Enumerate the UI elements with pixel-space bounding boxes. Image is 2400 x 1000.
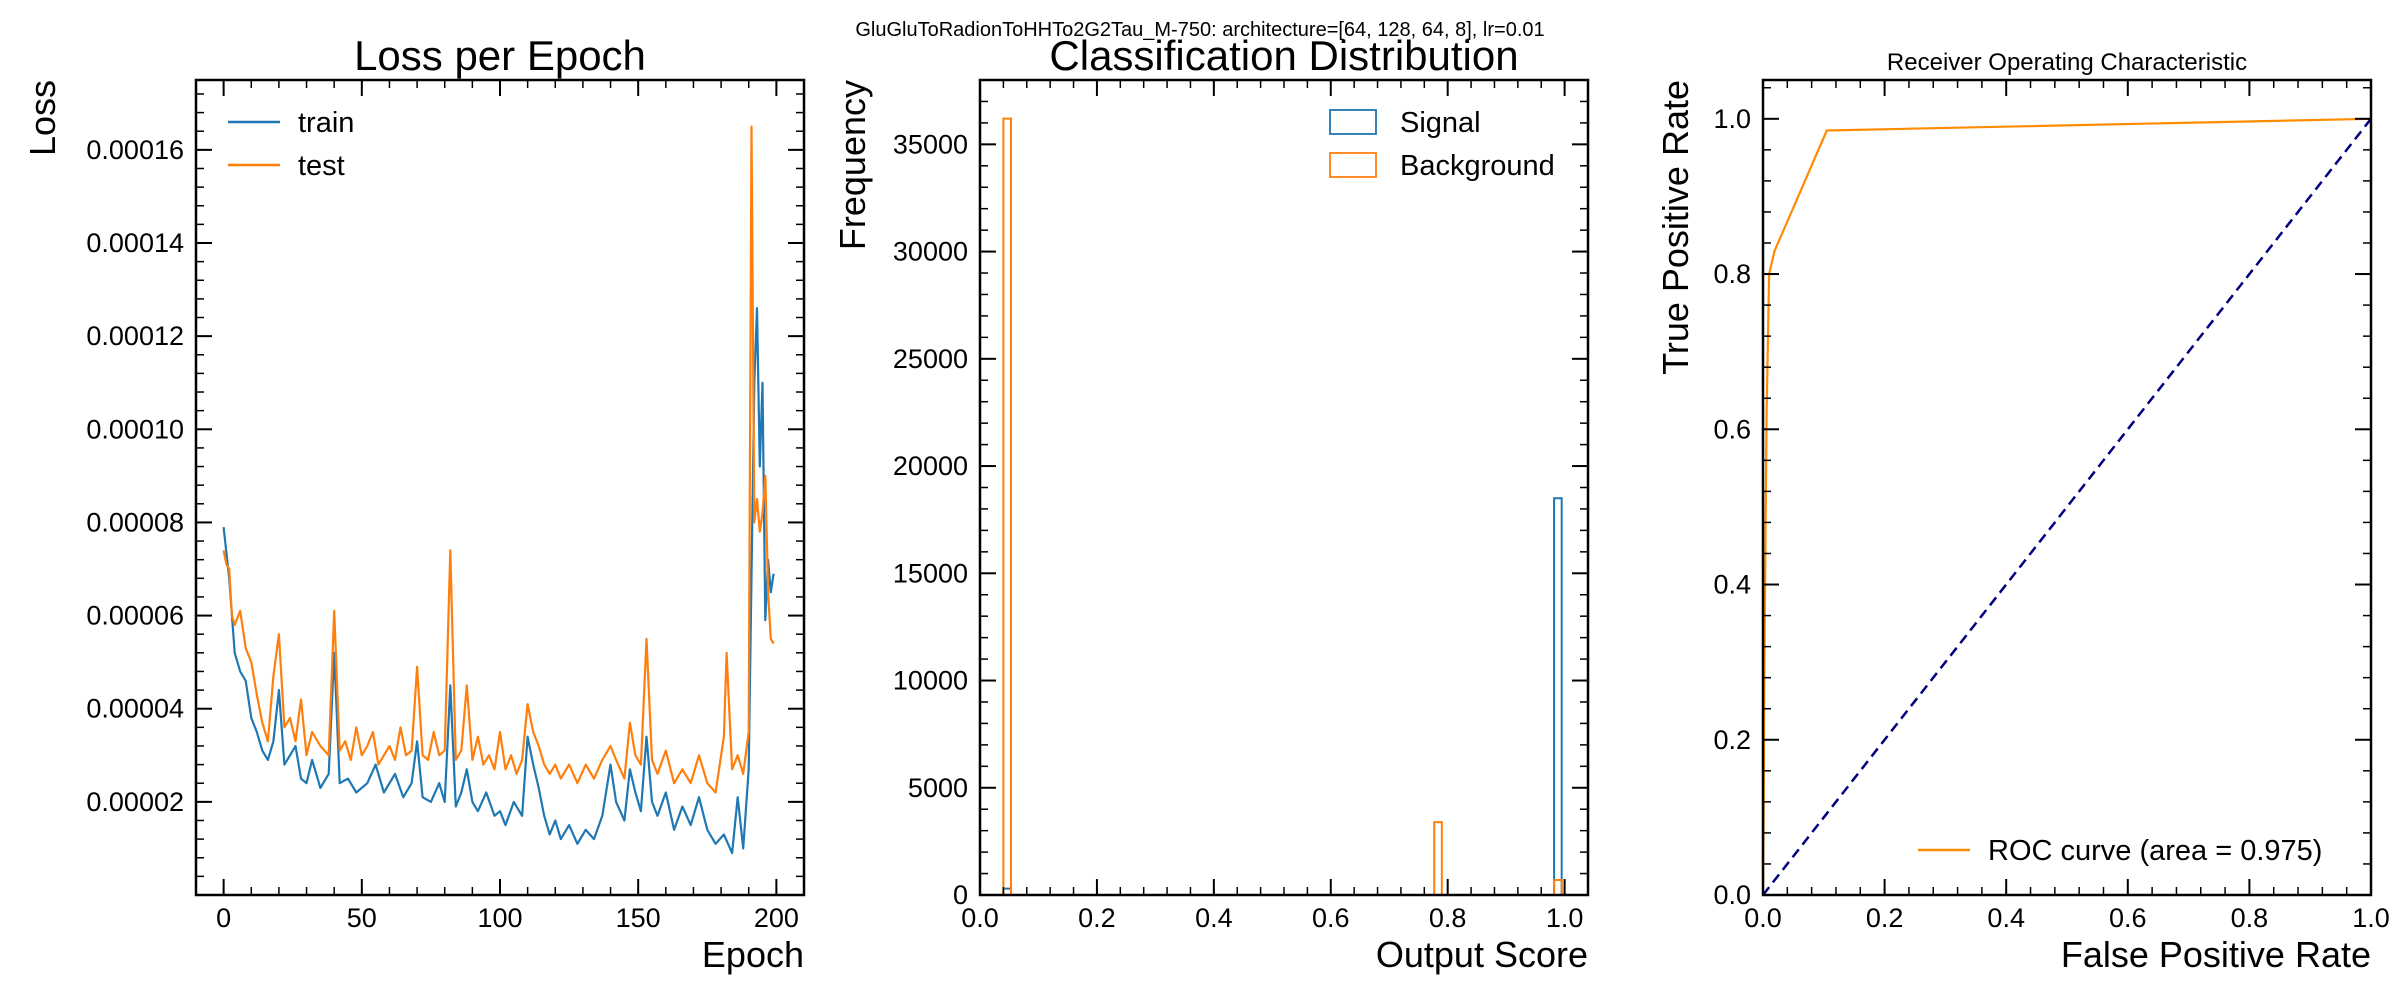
- x-axis-label: Output Score: [1376, 934, 1588, 975]
- axes-frame: [978, 78, 1590, 897]
- y-tick-label: 0.00014: [86, 228, 184, 258]
- legend: Signal Background: [1329, 107, 1555, 182]
- x-tick-label: 0: [216, 903, 231, 933]
- series-line-0: [222, 307, 775, 855]
- x-tick-label: 150: [616, 903, 661, 933]
- legend-label: ROC curve (area = 0.975): [1988, 835, 2322, 867]
- y-tick-label: 15000: [893, 558, 968, 588]
- y-tick-label: 35000: [893, 129, 968, 159]
- y-tick-label: 25000: [893, 344, 968, 374]
- y-tick-label: 5000: [908, 773, 968, 803]
- y-tick-label: 0.4: [1713, 570, 1751, 600]
- x-tick-label: 0.2: [1866, 903, 1904, 933]
- y-tick-label: 0.00006: [86, 601, 184, 631]
- x-axis-label: Epoch: [702, 934, 804, 975]
- legend-swatch: [1329, 109, 1377, 135]
- series-line-1: [222, 125, 775, 794]
- legend-label: train: [298, 107, 354, 139]
- chart-panel-2: 0.0 0.2 0.4 0.6 0.8 1.0 0 5000 10000 15000 20000 25…: [832, 32, 1590, 975]
- y-axis-label: True Positive Rate: [1655, 80, 1696, 375]
- y-tick-label: 0.00012: [86, 321, 184, 351]
- x-tick-label: 0.0: [1744, 903, 1782, 933]
- chart-title: Loss per Epoch: [354, 32, 646, 79]
- figure-suptitle: GluGluToRadionToHHTo2G2Tau_M-750: archit…: [855, 19, 1544, 41]
- axes-frame: [194, 78, 806, 897]
- y-tick-label: 20000: [893, 451, 968, 481]
- chart-panel-3: 0.0 0.2 0.4 0.6 0.8 1.0 0.0 0.2 0.4 0.6 0.8 1.0 Rece…: [1655, 49, 2390, 975]
- x-axis-label: False Positive Rate: [2061, 934, 2371, 975]
- legend-label: Signal: [1400, 107, 1481, 139]
- y-tick-label: 0: [953, 880, 968, 910]
- y-axis-label: Loss: [22, 80, 63, 156]
- legend: train test: [228, 107, 354, 182]
- y-axis-label: Frequency: [832, 80, 873, 250]
- hist-bar-background-2: [1553, 878, 1563, 895]
- plot-area: [222, 125, 775, 855]
- legend-swatch: [1329, 152, 1377, 178]
- plot-area: [1763, 117, 2371, 895]
- x-tick-label: 0.0: [961, 903, 999, 933]
- chart-panel-1: 0 50 100 150 200 0.00002 0.00004 0.00006 0.00008…: [22, 32, 806, 975]
- y-tick-label: 10000: [893, 666, 968, 696]
- x-tick-label: 50: [347, 903, 377, 933]
- y-tick-label: 30000: [893, 237, 968, 267]
- chance-line: [1763, 118, 2371, 895]
- chart-title: Classification Distribution: [1049, 32, 1518, 79]
- plot-area: [1002, 117, 1563, 895]
- legend: ROC curve (area = 0.975): [1918, 835, 2322, 867]
- legend-label: test: [298, 150, 345, 182]
- x-tick-label: 0.2: [1078, 903, 1116, 933]
- hist-bar-background-1: [1433, 821, 1443, 895]
- x-tick-label: 0.8: [1429, 903, 1467, 933]
- x-tick-label: 0.6: [1312, 903, 1350, 933]
- y-tick-label: 0.8: [1713, 259, 1751, 289]
- x-tick-label: 1.0: [2352, 903, 2390, 933]
- hist-bar-background-0: [1002, 117, 1012, 895]
- y-tick-label: 0.00016: [86, 135, 184, 165]
- panels: 0 50 100 150 200 0.00002 0.00004 0.00006 0.00008…: [22, 32, 2390, 975]
- y-tick-label: 0.00010: [86, 414, 184, 444]
- x-tick-label: 0.6: [2109, 903, 2147, 933]
- y-tick-label: 0.2: [1713, 725, 1751, 755]
- y-tick-label: 0.0: [1713, 880, 1751, 910]
- chart-title: Receiver Operating Characteristic: [1887, 49, 2247, 76]
- y-tick-label: 0.00004: [86, 694, 184, 724]
- x-tick-label: 200: [754, 903, 799, 933]
- axes-frame: [1761, 78, 2373, 897]
- x-tick-label: 1.0: [1546, 903, 1584, 933]
- x-tick-label: 0.8: [2231, 903, 2269, 933]
- y-tick-label: 0.6: [1713, 414, 1751, 444]
- x-tick-label: 0.4: [1987, 903, 2025, 933]
- y-tick-label: 0.00002: [86, 787, 184, 817]
- hist-bar-signal-1: [1553, 497, 1563, 895]
- x-tick-label: 100: [477, 903, 522, 933]
- y-tick-label: 1.0: [1713, 104, 1751, 134]
- y-tick-label: 0.00008: [86, 507, 184, 537]
- x-tick-label: 0.4: [1195, 903, 1233, 933]
- legend-label: Background: [1400, 150, 1555, 182]
